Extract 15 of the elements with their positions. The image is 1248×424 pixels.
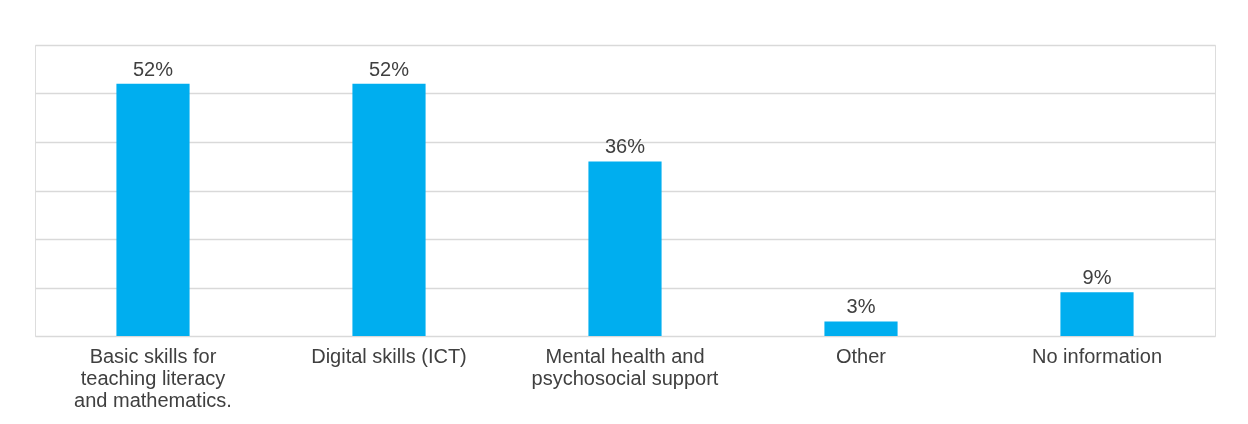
bar [1060, 292, 1134, 336]
data-label: 36% [604, 135, 646, 158]
bar [116, 83, 190, 336]
x-tick-label: Digital skills (ICT) [311, 344, 467, 367]
x-tick-label: Basic skills for teaching literacy and mathematics. [74, 344, 232, 411]
x-tick-label: Other [835, 344, 887, 367]
x-tick-label: Mental health and psychosocial support [531, 344, 719, 389]
data-label: 52% [132, 57, 174, 80]
data-label: 3% [846, 295, 876, 318]
data-label: 9% [1082, 266, 1112, 289]
x-tick-label: No information [1031, 344, 1163, 367]
bar [588, 161, 662, 336]
bar [824, 321, 898, 336]
bar [352, 83, 426, 336]
data-label: 52% [368, 57, 410, 80]
